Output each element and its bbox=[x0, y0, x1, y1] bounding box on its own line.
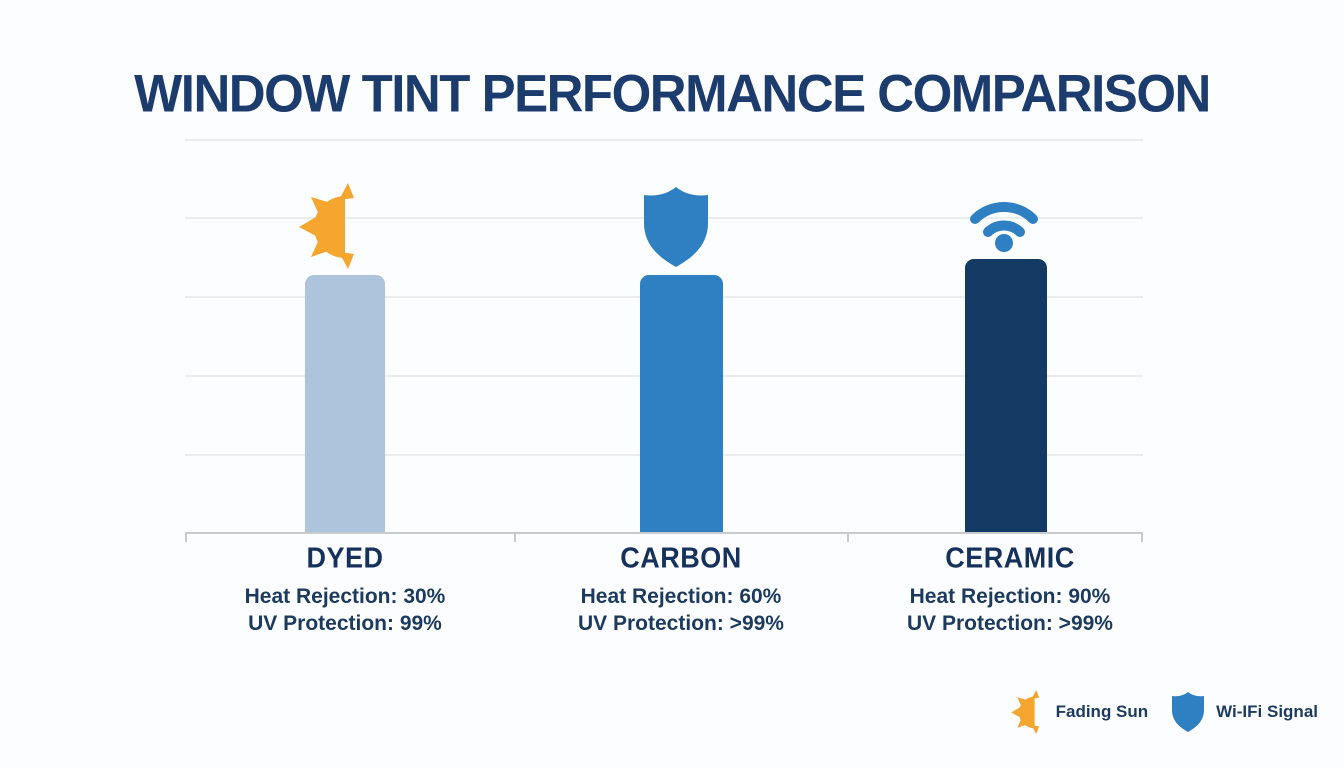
legend-item-wifi-signal: Wi-IFi Signal bbox=[1171, 692, 1318, 732]
fading-sun-icon bbox=[1010, 690, 1045, 734]
wifi-signal-icon bbox=[968, 194, 1040, 252]
legend-label: Wi-IFi Signal bbox=[1216, 702, 1318, 721]
bar-carbon bbox=[640, 275, 723, 532]
chart-title: WINDOW TINT PERFORMANCE COMPARISON bbox=[134, 63, 1211, 124]
shield-icon bbox=[642, 187, 710, 267]
fading-sun-icon bbox=[299, 183, 365, 269]
gridline bbox=[185, 139, 1143, 141]
shield-icon bbox=[1171, 692, 1205, 732]
bar-group-label-dyed: DYED Heat Rejection: 30% UV Protection: … bbox=[215, 542, 475, 637]
uv-protection-stat: UV Protection: >99% bbox=[578, 612, 784, 635]
axis-tick bbox=[514, 532, 516, 542]
category-label: CARBON bbox=[620, 542, 742, 574]
bar-ceramic bbox=[965, 259, 1047, 532]
x-axis-line bbox=[185, 532, 1143, 534]
heat-rejection-stat: Heat Rejection: 90% bbox=[909, 585, 1111, 608]
heat-rejection-stat: Heat Rejection: 60% bbox=[580, 585, 782, 608]
bar-group-label-ceramic: CERAMIC Heat Rejection: 90% UV Protectio… bbox=[880, 542, 1140, 637]
category-label: DYED bbox=[306, 542, 384, 574]
legend-label: Fading Sun bbox=[1055, 702, 1149, 721]
uv-protection-stat: UV Protection: >99% bbox=[907, 612, 1113, 635]
bar-group-label-carbon: CARBON Heat Rejection: 60% UV Protection… bbox=[551, 542, 811, 637]
category-label: CERAMIC bbox=[945, 542, 1075, 574]
legend-item-fading-sun: Fading Sun bbox=[1010, 690, 1149, 734]
heat-rejection-stat: Heat Rejection: 30% bbox=[244, 585, 446, 608]
uv-protection-stat: UV Protection: 99% bbox=[248, 612, 442, 635]
bar-dyed bbox=[305, 275, 385, 532]
axis-tick bbox=[1141, 532, 1143, 542]
legend: Fading Sun Wi-IFi Signal bbox=[1010, 690, 1318, 734]
axis-tick bbox=[185, 532, 187, 542]
axis-tick bbox=[847, 532, 849, 542]
